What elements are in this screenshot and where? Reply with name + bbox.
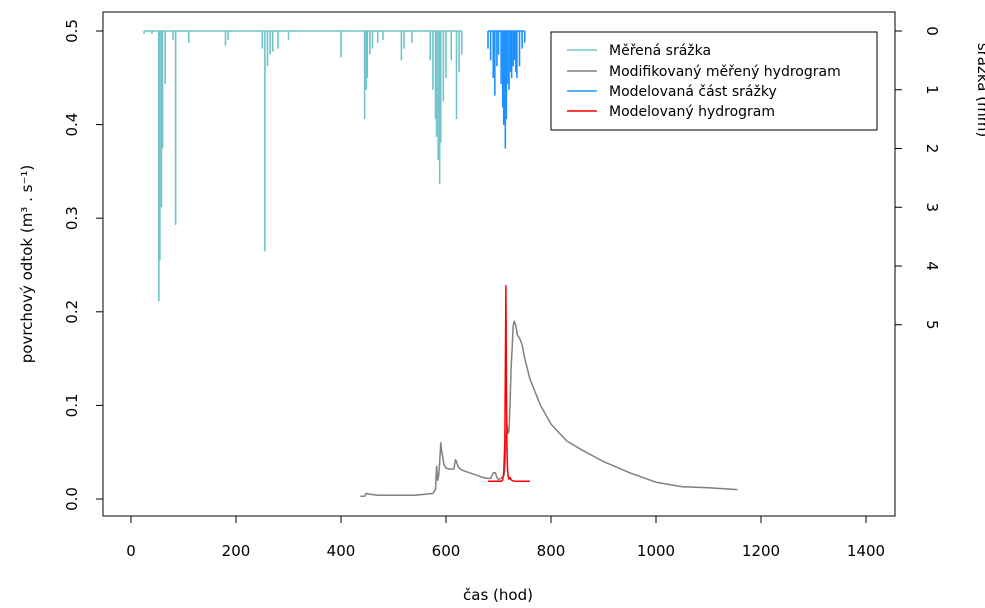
y-tick-label-right: 5: [923, 320, 941, 330]
y-tick-label-left: 0.5: [63, 19, 81, 43]
y-tick-label-left: 0.2: [63, 300, 81, 324]
series-line: [488, 284, 530, 482]
y-axis-title-left: povrchový odtok (m³ . s⁻¹): [18, 165, 36, 363]
x-tick-label: 1400: [847, 542, 885, 560]
x-axis-title: čas (hod): [463, 586, 533, 604]
x-tick-label: 200: [222, 542, 251, 560]
x-tick-label: 400: [327, 542, 356, 560]
y-axis-title-right: srážka (mm): [974, 43, 985, 137]
x-tick-label: 600: [432, 542, 461, 560]
series-line: [360, 320, 738, 497]
y-tick-label-left: 0.3: [63, 206, 81, 230]
legend-label-modeled-rain: Modelovaná část srážky: [609, 84, 777, 100]
y-tick-label-right: 1: [923, 85, 941, 95]
legend-label-modeled-hydrograph: Modelovaný hydrogram: [609, 104, 775, 120]
x-tick-label: 1000: [637, 542, 675, 560]
y-tick-label-right: 3: [923, 202, 941, 212]
legend-label-measured-hydrograph: Modifikovaný měřený hydrogram: [609, 64, 841, 80]
y-tick-label-right: 4: [923, 261, 941, 271]
axes-layer: 0 200 400 600 800 1000 1200 1400 0.0 0.1 0.2 0.3 0.4…: [63, 19, 941, 560]
legend: Měřená srážka Modifikovaný měřený hydrog…: [550, 31, 878, 131]
x-tick-label: 1200: [742, 542, 780, 560]
legend-label-rain: Měřená srážka: [609, 43, 711, 59]
y-tick-label-left: 0.4: [63, 113, 81, 137]
x-tick-label: 800: [537, 542, 566, 560]
line-layer: [360, 284, 738, 497]
y-tick-label-right: 2: [923, 144, 941, 154]
x-tick-label: 0: [126, 542, 136, 560]
y-tick-label-left: 0.1: [63, 393, 81, 417]
y-tick-label-left: 0.0: [63, 487, 81, 511]
rain-layer: [143, 30, 526, 302]
y-tick-label-right: 0: [923, 26, 941, 36]
legend-box: [550, 31, 878, 131]
